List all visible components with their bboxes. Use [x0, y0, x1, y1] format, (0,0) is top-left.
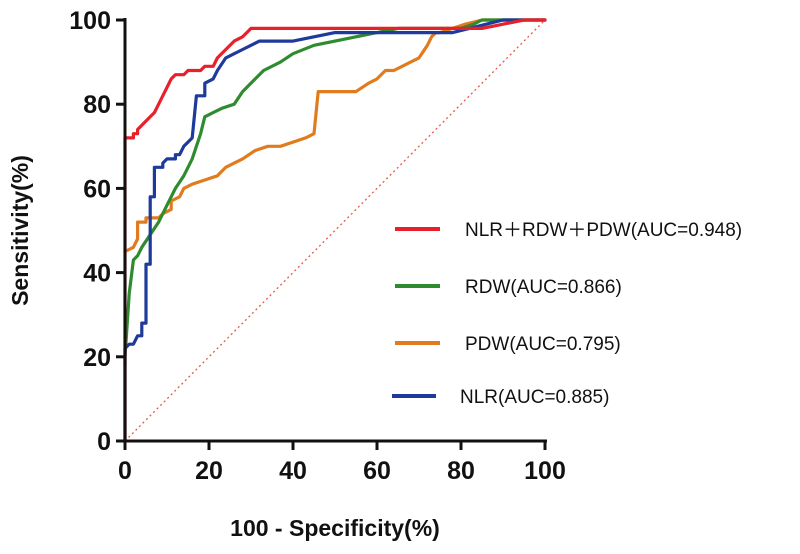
series-line-2	[123, 18, 547, 254]
y-tick-label: 60	[83, 175, 111, 203]
x-tick-label: 0	[118, 457, 132, 485]
tick-labels: 0 20 40 60 80 100 0 20 40 60 80 100	[69, 7, 566, 485]
legend-label-1: RDW(AUC=0.866)	[465, 277, 622, 298]
legend-label-0: NLR＋RDW＋PDW(AUC=0.948)	[465, 220, 742, 241]
y-tick-label: 100	[69, 7, 111, 35]
y-tick-label: 40	[83, 260, 111, 288]
x-tick-label: 20	[195, 457, 223, 485]
y-axis-title: Sensitivity(%)	[7, 155, 33, 306]
y-tick-label: 80	[83, 91, 111, 119]
x-tick-label: 40	[279, 457, 307, 485]
x-axis-title: 100 - Specificity(%)	[230, 515, 440, 541]
legend-label-3: NLR(AUC=0.885)	[460, 387, 609, 408]
x-tick-label: 100	[524, 457, 566, 485]
series-line-0	[123, 18, 547, 443]
series-line-3	[123, 18, 547, 443]
axes	[116, 18, 547, 450]
x-tick-label: 60	[363, 457, 391, 485]
reference-diagonal-line	[124, 19, 546, 442]
y-tick-label: 20	[83, 344, 111, 372]
legend: NLR＋RDW＋PDW(AUC=0.948) RDW(AUC=0.866) PDW(…	[392, 220, 742, 408]
series-lines	[123, 18, 547, 443]
plot-area	[124, 19, 546, 442]
legend-label-2: PDW(AUC=0.795)	[465, 334, 621, 355]
y-tick-label: 0	[97, 428, 111, 456]
x-tick-label: 80	[447, 457, 475, 485]
